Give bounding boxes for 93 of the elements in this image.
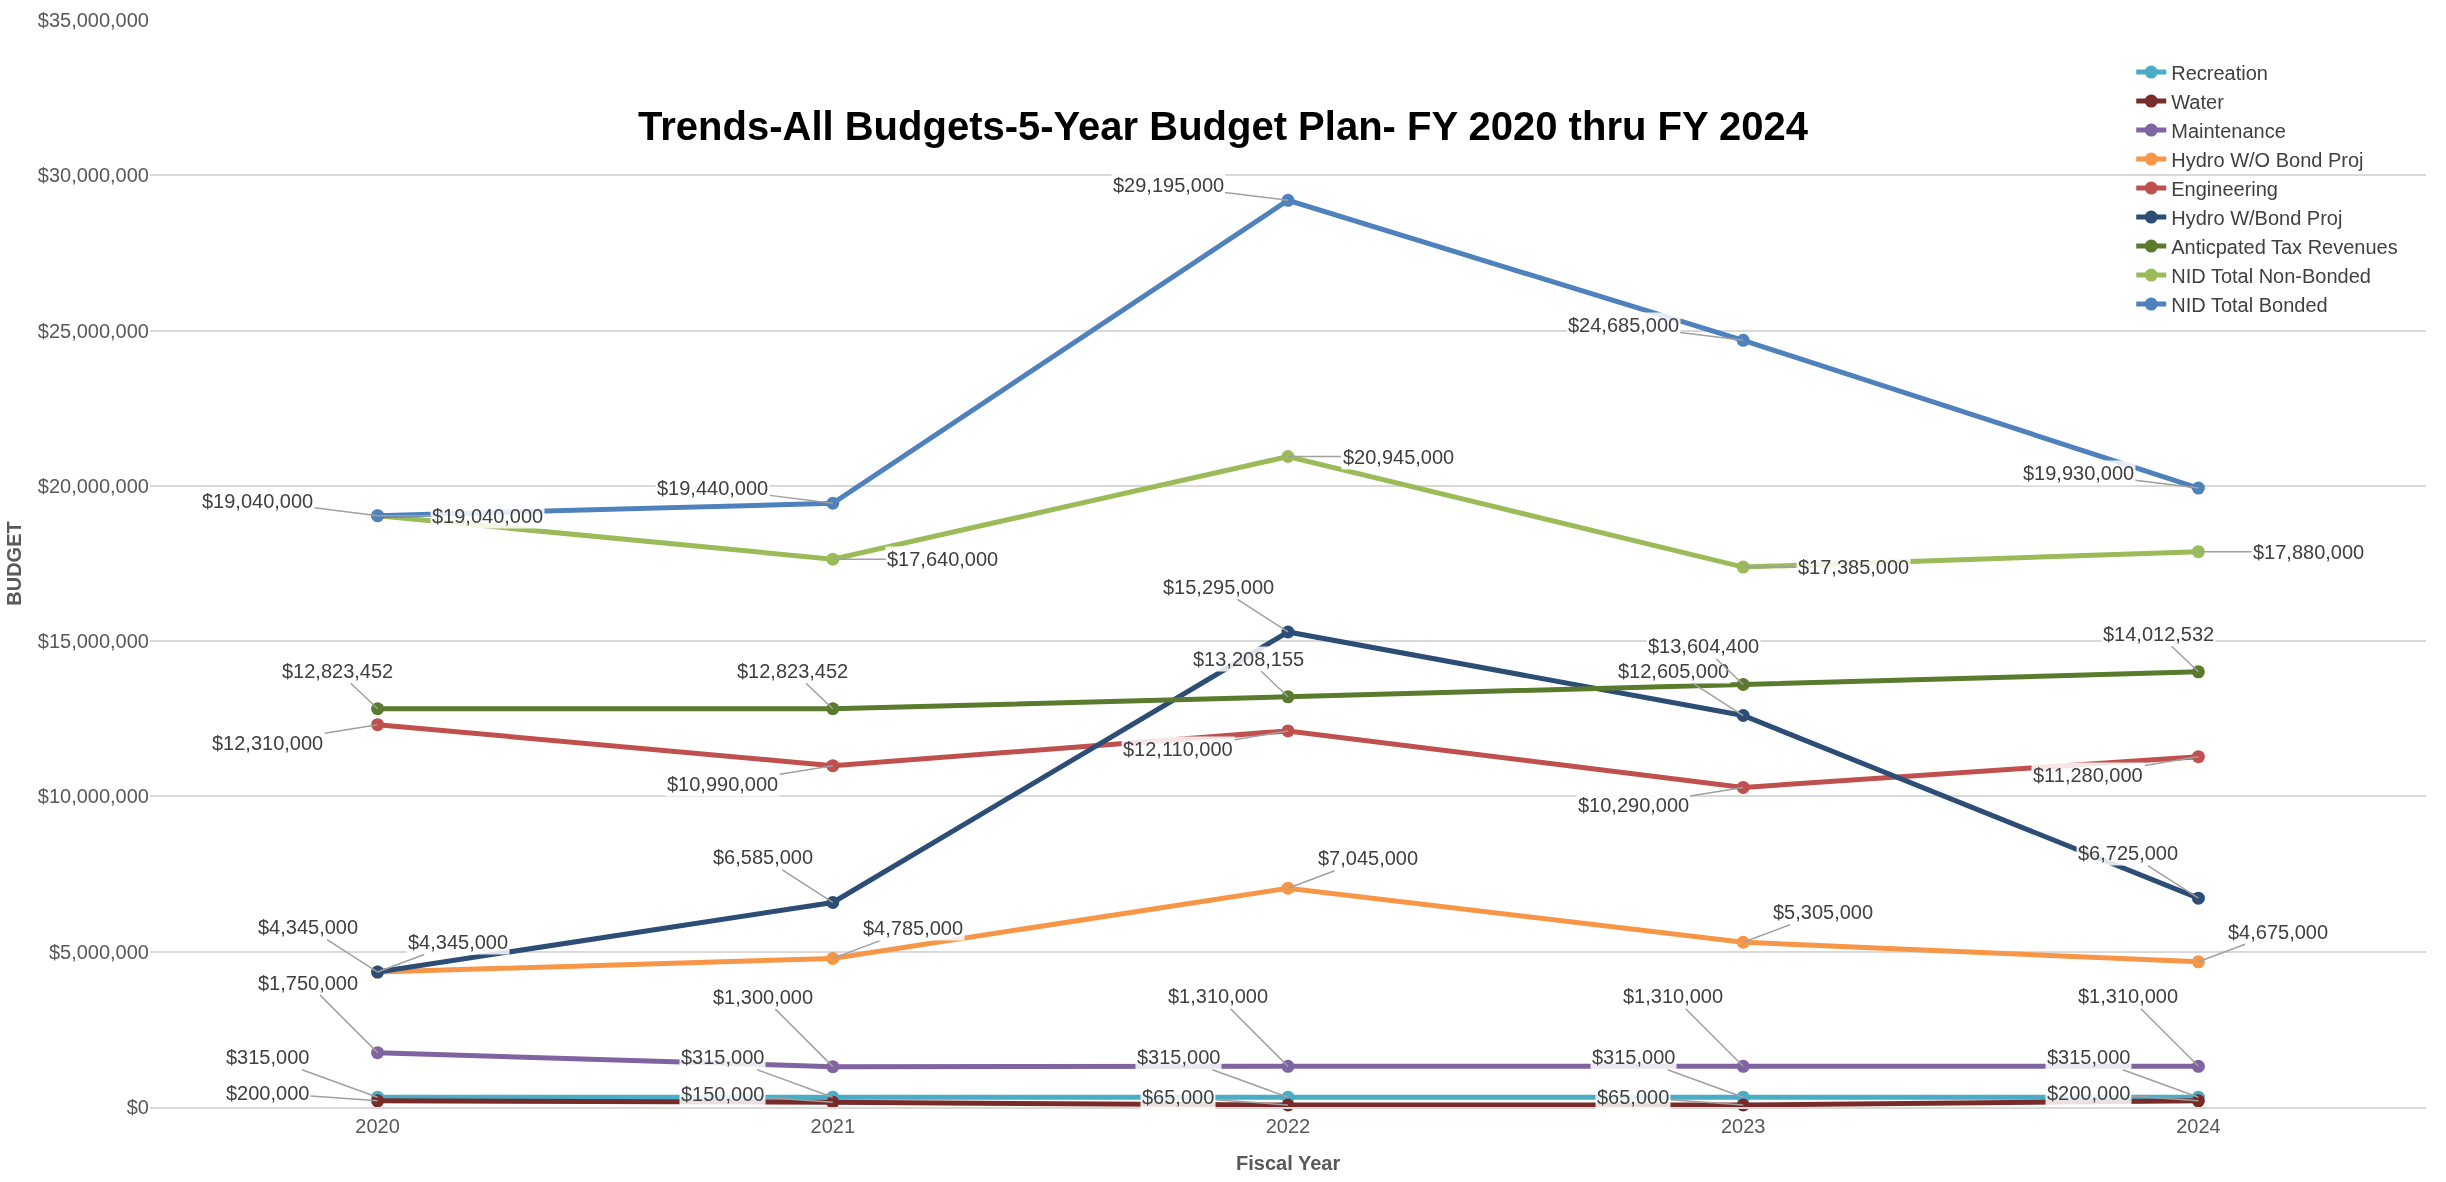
legend-label: Anticpated Tax Revenues — [2171, 235, 2398, 258]
y-axis-title: BUDGET — [3, 521, 26, 606]
data-label: $4,345,000 — [258, 916, 359, 938]
x-tick-label: 2020 — [355, 1114, 400, 1137]
legend-label: Maintenance — [2171, 119, 2286, 142]
x-tick-label: 2021 — [810, 1114, 856, 1137]
data-label: $19,040,000 — [202, 490, 314, 512]
data-label: $315,000 — [2047, 1046, 2131, 1068]
y-tick-label: $5,000,000 — [48, 940, 149, 963]
data-label: $4,785,000 — [863, 917, 964, 939]
data-label: $14,012,532 — [2103, 623, 2215, 645]
data-label: $12,110,000 — [1123, 738, 1233, 760]
data-label: $17,640,000 — [887, 548, 999, 570]
data-label: $65,000 — [1142, 1086, 1215, 1108]
point — [1736, 677, 1750, 691]
point — [1736, 780, 1750, 794]
legend-label: Hydro W/Bond Proj — [2171, 206, 2343, 229]
data-label: $1,750,000 — [258, 972, 359, 994]
data-label: $315,000 — [1137, 1046, 1221, 1068]
point — [826, 1060, 840, 1074]
data-label: $315,000 — [681, 1046, 765, 1068]
data-label: $65,000 — [1597, 1086, 1670, 1108]
point — [371, 702, 385, 716]
point — [2191, 481, 2205, 495]
data-label: $12,605,000 — [1618, 660, 1730, 682]
y-tick-label: $25,000,000 — [37, 319, 149, 342]
data-label: $7,045,000 — [1318, 847, 1419, 869]
y-tick-label: $30,000,000 — [37, 164, 149, 187]
data-label: $13,208,155 — [1193, 648, 1305, 670]
data-label: $19,930,000 — [2023, 462, 2135, 484]
point — [1736, 333, 1750, 347]
y-tick-label: $35,000,000 — [37, 9, 149, 31]
point — [1736, 709, 1750, 723]
data-label: $10,290,000 — [1578, 794, 1690, 816]
data-label: $4,675,000 — [2228, 921, 2329, 943]
data-label: $11,280,000 — [2033, 764, 2143, 786]
y-tick-label: $0 — [126, 1096, 149, 1118]
data-label: $150,000 — [681, 1083, 765, 1105]
x-axis-title: Fiscal Year — [1236, 1152, 1341, 1174]
data-label: $4,345,000 — [408, 931, 509, 953]
y-tick-label: $15,000,000 — [37, 630, 149, 653]
data-label: $17,880,000 — [2253, 541, 2365, 563]
point — [1281, 1059, 1295, 1073]
text: Trends-All Budgets-5-Year Budget Plan- FY 2020 thru FY 2024 — [638, 104, 1809, 149]
data-label: $15,295,000 — [1163, 576, 1275, 598]
point — [826, 951, 840, 965]
data-label: $1,310,000 — [1168, 985, 1269, 1007]
point — [2191, 750, 2205, 764]
data-label: $13,604,400 — [1648, 635, 1760, 657]
point — [1736, 1059, 1750, 1073]
data-label: $200,000 — [2047, 1082, 2131, 1104]
data-label: $1,310,000 — [1623, 985, 1724, 1007]
data-label: $12,823,452 — [282, 660, 394, 682]
point — [1736, 935, 1750, 949]
point — [826, 496, 840, 510]
data-label: $29,195,000 — [1113, 174, 1225, 196]
legend-label: NID Total Non-Bonded — [2171, 264, 2371, 287]
data-label: $20,945,000 — [1343, 446, 1455, 468]
data-label: $12,823,452 — [737, 660, 849, 682]
x-tick-label: 2023 — [1720, 1114, 1766, 1137]
point — [2191, 1059, 2205, 1073]
data-label: $6,585,000 — [713, 846, 814, 868]
data-label: $10,990,000 — [667, 773, 779, 795]
data-label: $12,310,000 — [212, 732, 324, 754]
data-label: $5,305,000 — [1773, 901, 1874, 923]
data-label: $24,685,000 — [1568, 314, 1680, 336]
data-label: $315,000 — [1592, 1046, 1676, 1068]
y-tick-label: $10,000,000 — [37, 785, 149, 808]
data-label: $1,310,000 — [2078, 985, 2179, 1007]
point — [2191, 955, 2205, 969]
point — [2191, 891, 2205, 905]
y-tick-label: $20,000,000 — [37, 474, 149, 497]
data-label: $17,385,000 — [1798, 556, 1910, 578]
legend-label: Hydro W/O Bond Proj — [2171, 148, 2364, 171]
data-label: $315,000 — [226, 1046, 310, 1068]
legend-label: Water — [2171, 90, 2225, 113]
legend-label: Engineering — [2171, 177, 2278, 200]
point — [826, 702, 840, 716]
point — [826, 759, 840, 773]
point — [1281, 450, 1295, 463]
data-label: $19,440,000 — [657, 477, 769, 499]
x-tick-label: 2022 — [1265, 1114, 1311, 1137]
data-label: $19,040,000 — [432, 505, 544, 527]
point — [2191, 665, 2205, 679]
legend-label: Recreation — [2171, 61, 2268, 84]
data-label: $200,000 — [226, 1082, 310, 1104]
point — [371, 718, 385, 732]
legend-label: NID Total Bonded — [2171, 293, 2328, 316]
point — [2191, 545, 2205, 559]
x-tick-label: 2024 — [2176, 1114, 2221, 1137]
data-label: $6,725,000 — [2078, 842, 2179, 864]
data-label: $1,300,000 — [713, 986, 814, 1008]
point — [826, 895, 840, 909]
